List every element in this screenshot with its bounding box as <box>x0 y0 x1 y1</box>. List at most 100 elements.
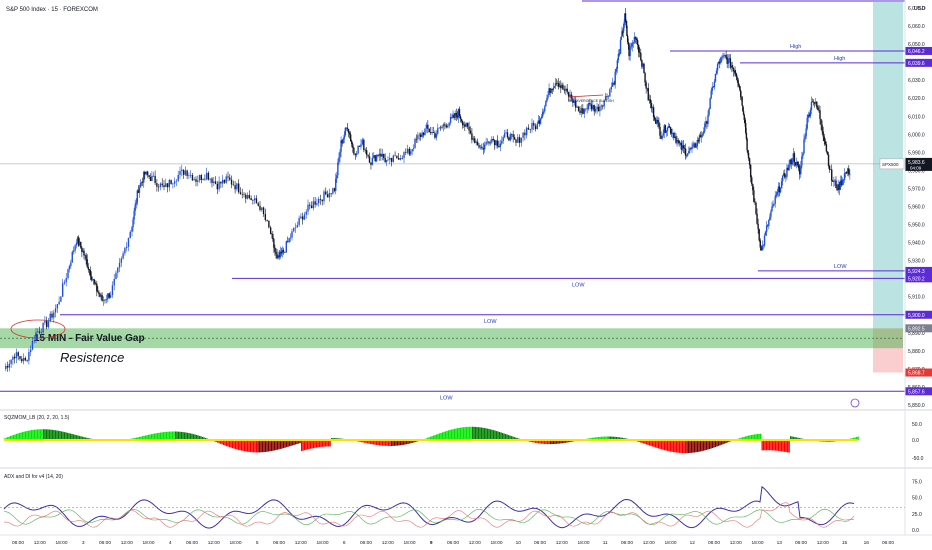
candle-body <box>125 246 128 249</box>
candle-body <box>781 175 784 182</box>
squeeze-bar <box>298 440 300 444</box>
candle-body <box>735 73 738 78</box>
candle-body <box>403 152 405 159</box>
squeeze-bar <box>400 440 402 446</box>
candle-body <box>552 87 555 90</box>
candle-body <box>410 151 412 155</box>
squeeze-bar <box>229 440 231 448</box>
candle-body <box>412 148 415 150</box>
candle-body <box>744 119 746 123</box>
level-price-text: 5,924.3 <box>908 269 925 275</box>
candle-body <box>383 153 385 158</box>
squeeze-bar <box>500 432 502 440</box>
candle-body <box>151 175 153 182</box>
candle-body <box>586 108 588 110</box>
squeeze-bar <box>74 434 76 440</box>
event-marker-icon[interactable] <box>850 398 860 408</box>
squeeze-bar <box>187 432 189 440</box>
candle-body <box>599 106 601 112</box>
squeeze-bar <box>694 440 696 453</box>
candle-body <box>692 144 694 147</box>
candle-body <box>298 218 300 226</box>
squeeze-bar <box>755 434 757 440</box>
adx-series-line <box>3 485 855 529</box>
candle-body <box>189 175 192 176</box>
candle-body <box>617 53 620 61</box>
candle-body <box>384 157 386 163</box>
candle-body <box>101 295 103 301</box>
candle-body <box>579 110 581 114</box>
squeeze-bar <box>763 440 765 451</box>
candle-body <box>144 171 146 175</box>
candle-body <box>259 205 261 210</box>
squeeze-bar <box>791 436 793 440</box>
squeeze-bar <box>535 440 537 443</box>
candle-body <box>556 83 559 84</box>
squeeze-bar <box>154 433 156 440</box>
candle-body <box>763 235 766 246</box>
candle-body <box>757 223 759 230</box>
squeeze-bar <box>478 427 480 440</box>
candle-body <box>184 170 187 175</box>
squeeze-bar <box>487 428 489 440</box>
candle-body <box>630 46 632 48</box>
candle-body <box>667 126 670 128</box>
candle-body <box>257 203 259 206</box>
candle-body <box>373 155 375 158</box>
candle-body <box>284 252 286 253</box>
time-tick-label: 16 <box>864 540 870 546</box>
candle-body <box>563 89 566 91</box>
squeeze-bar <box>254 440 256 453</box>
squeeze-bar <box>757 434 759 440</box>
squeeze-bar <box>647 440 649 445</box>
level-label: High <box>834 56 845 62</box>
candle-body <box>485 141 487 145</box>
candle-body <box>606 96 608 97</box>
candle-body <box>551 89 553 90</box>
candle-body <box>45 321 48 328</box>
squeeze-bar <box>601 436 603 440</box>
squeeze-bar <box>139 436 141 440</box>
candle-body <box>159 183 162 188</box>
time-tick-label: 6 <box>343 540 346 546</box>
squeeze-bar <box>556 440 558 444</box>
candle-body <box>818 110 820 111</box>
squeeze-bar <box>329 440 331 447</box>
squeeze-bar <box>592 437 594 440</box>
candle-body <box>200 175 203 181</box>
candle-body <box>428 128 430 133</box>
squeeze-bar <box>299 440 301 444</box>
time-axis[interactable]: 06:00 12:00 18:00 3 06:00 12:00 18:00 4 06:00 12:… <box>12 540 894 546</box>
squeeze-bar <box>302 440 304 451</box>
candle-body <box>441 126 443 129</box>
candle-body <box>767 225 769 227</box>
candle-body <box>422 132 425 136</box>
candle-body <box>740 90 742 98</box>
candle-body <box>89 270 92 277</box>
candle-body <box>145 171 147 175</box>
squeeze-bar <box>439 433 441 440</box>
squeeze-bar <box>14 434 16 440</box>
candle-body <box>616 60 619 69</box>
candle-body <box>747 152 750 159</box>
candle-body <box>560 85 562 88</box>
candle-body <box>255 198 258 204</box>
candle-body <box>74 245 76 251</box>
candle-body <box>755 202 757 214</box>
candle-body <box>722 55 724 58</box>
candle-body <box>729 58 732 68</box>
squeeze-bar <box>251 440 253 453</box>
squeeze-bar <box>437 433 439 440</box>
candle-body <box>732 68 735 72</box>
candle-body <box>575 100 577 108</box>
squeeze-bar <box>455 428 457 440</box>
candle-body <box>340 140 342 152</box>
squeeze-bar <box>290 440 292 446</box>
candle-body <box>672 133 674 134</box>
candle-body <box>134 204 136 211</box>
time-tick-label: 06:00 <box>186 540 198 546</box>
candle-body <box>371 157 374 165</box>
candle-body <box>100 295 102 297</box>
squeeze-bar <box>779 440 781 452</box>
